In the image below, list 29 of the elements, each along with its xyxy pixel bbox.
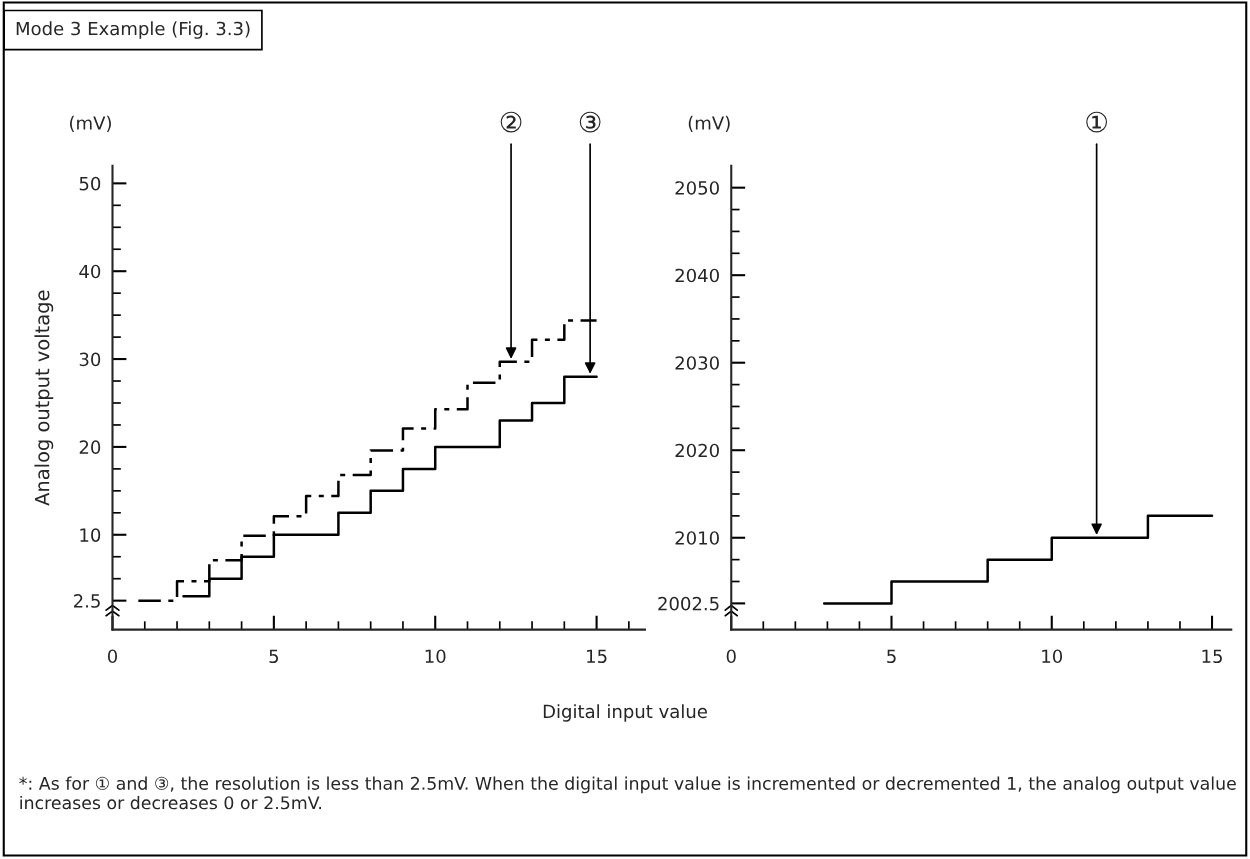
x-tick-label: 5 [269, 649, 279, 664]
y-tick-label: 2050 [675, 181, 719, 195]
x-tick-label: 10 [425, 649, 446, 664]
y-tick-label: 40 [79, 264, 101, 279]
text: *: As for ① and ③, the resolution is less than 2.5mV. When the digital input value is incremented or decremented 1, the analog output value increases or decreases 0 or 2.5mV. [19, 776, 1236, 810]
x-tick-label: 10 [1042, 649, 1063, 664]
annotation: ① [1086, 111, 1108, 133]
x-tick-label: 15 [1202, 649, 1222, 664]
y-tick-label: 10 [80, 528, 101, 542]
x-tick-label: 5 [887, 649, 896, 664]
text: (mV) [688, 115, 730, 132]
y-tick-label: 2002.5 [658, 596, 719, 611]
annotation: ③ [579, 111, 601, 133]
y-tick-label: 30 [79, 352, 101, 367]
y-tick-label: 2030 [675, 356, 719, 370]
y-tick-label: 2040 [675, 268, 719, 283]
x-axis-title: Digital input value [543, 704, 707, 722]
y-axis-title: Analog output voltage [34, 290, 54, 506]
y-tick-label: 20 [79, 440, 101, 455]
x-tick-label: 0 [726, 649, 736, 664]
y-tick-label: 2.5 [74, 594, 100, 608]
text: (mV) [70, 115, 111, 132]
annotation: ② [500, 111, 522, 133]
y-tick-label: 50 [79, 176, 101, 191]
x-tick-label: 15 [587, 649, 607, 664]
x-tick-label: 0 [107, 649, 118, 664]
y-tick-label: 2010 [675, 531, 719, 545]
chart-title: Mode 3 Example (Fig. 3.3) [16, 21, 250, 39]
y-tick-label: 2020 [675, 443, 719, 458]
